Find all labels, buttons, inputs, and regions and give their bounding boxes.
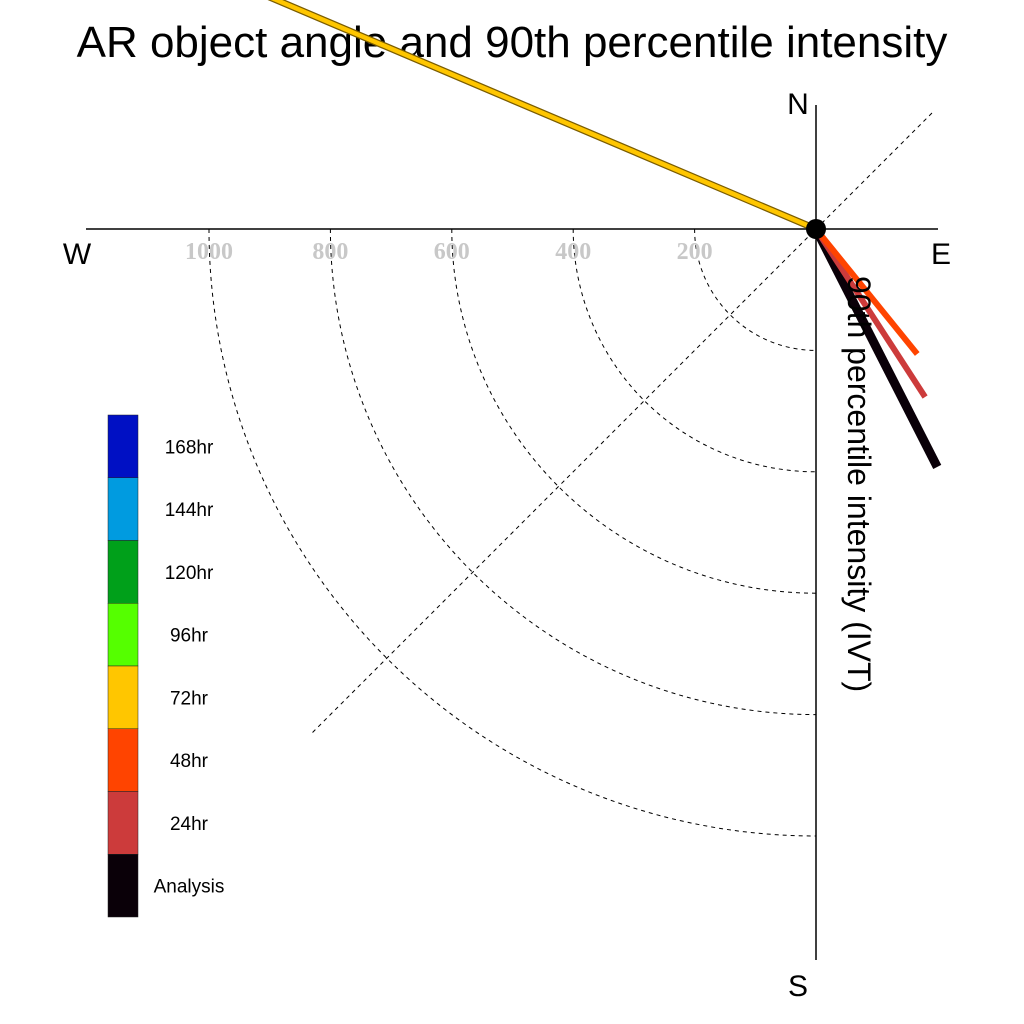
legend-swatch-168hr — [107, 414, 139, 478]
legend-swatch-analysis — [107, 854, 139, 918]
legend-label-24hr: 24hr — [170, 814, 209, 835]
radial-tick-label-200: 200 — [677, 239, 713, 265]
legend-swatch-72hr — [107, 665, 139, 729]
vector-72hr — [270, 0, 819, 232]
legend: 168hr 144hr 120hr 96hr 72hr 48hr 24hr Analysis — [107, 414, 225, 918]
radial-axis-label: 90th percentile intensity (IVT) — [841, 276, 877, 692]
legend-label-120hr: 120hr — [165, 563, 214, 584]
legend-label-48hr: 48hr — [170, 751, 209, 772]
vector-48hr — [813, 227, 920, 356]
origin-dot — [806, 219, 826, 239]
legend-label-144hr: 144hr — [165, 500, 214, 521]
legend-swatch-24hr — [107, 791, 139, 855]
compass-east: E — [931, 238, 951, 271]
chart-title: AR object angle and 90th percentile inte… — [77, 18, 948, 67]
compass-south: S — [788, 970, 808, 1003]
legend-label-72hr: 72hr — [170, 688, 209, 709]
compass-west: W — [63, 238, 92, 271]
vector-series — [267, 0, 942, 470]
legend-swatch-120hr — [107, 540, 139, 604]
radial-tick-label-600: 600 — [434, 239, 470, 265]
legend-swatch-48hr — [107, 728, 139, 792]
diagonal-grid-line — [312, 109, 936, 733]
radial-grid-arc-200 — [694, 228, 817, 351]
compass-axes — [86, 105, 938, 960]
vector-24hr — [813, 227, 928, 399]
compass-north: N — [787, 88, 809, 121]
vector-analysis — [811, 226, 942, 470]
radial-grid-arc-400 — [572, 228, 817, 473]
radial-grid-arc-800 — [329, 228, 817, 716]
radial-tick-label-800: 800 — [312, 239, 348, 265]
legend-label-168hr: 168hr — [165, 437, 214, 458]
radial-tick-label-1000: 1000 — [185, 239, 233, 265]
legend-label-96hr: 96hr — [170, 626, 209, 647]
legend-swatch-96hr — [107, 603, 139, 667]
legend-swatch-144hr — [107, 477, 139, 541]
radial-tick-label-400: 400 — [555, 239, 591, 265]
polar-grid: 200 400 600 800 1000 — [185, 109, 936, 837]
legend-label-analysis: Analysis — [154, 877, 225, 898]
radial-grid-arc-1000 — [208, 228, 817, 837]
